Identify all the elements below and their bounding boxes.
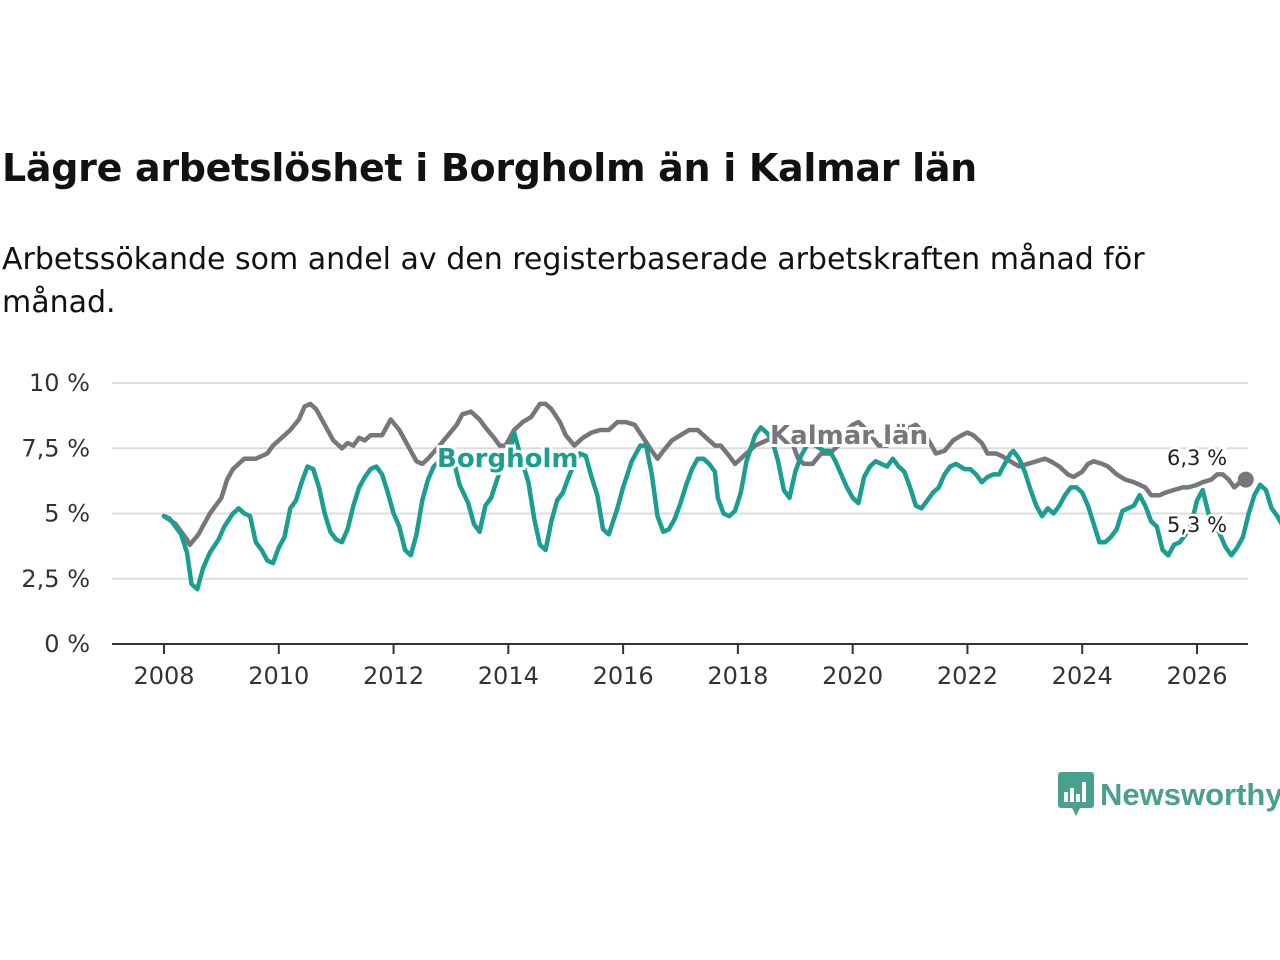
y-tick-label: 10 % xyxy=(29,369,90,397)
end-label-kalmar: 6,3 % xyxy=(1167,446,1227,470)
series-end-point-kalmar xyxy=(1237,471,1254,488)
y-tick-label: 2,5 % xyxy=(21,565,90,593)
newsworthy-logo-icon xyxy=(1058,772,1094,816)
series-line-kalmar xyxy=(161,401,1249,548)
y-tick-label: 7,5 % xyxy=(21,434,90,462)
x-axis: 2008 2010 2012 2014 2016 2018 2020 2022 2024 2026 xyxy=(112,643,1248,690)
line-chart: 0 % 2,5 % 5 % 7,5 % 10 % 2008 2010 2012 2014 201… xyxy=(21,369,1280,690)
grid-lines xyxy=(112,382,1248,580)
newsworthy-logo[interactable]: Newsworthy xyxy=(1058,772,1280,818)
x-tick-label: 2026 xyxy=(1166,662,1227,690)
chart-title: Lägre arbetslöshet i Borgholm än i Kalma… xyxy=(2,146,977,190)
x-tick-label: 2010 xyxy=(248,662,309,690)
brand-name: Newsworthy xyxy=(1100,777,1280,812)
series-label-borgholm: Borgholm xyxy=(437,444,579,474)
x-tick-label: 2024 xyxy=(1052,662,1113,690)
x-tick-label: 2020 xyxy=(822,662,883,690)
series-label-kalmar: Kalmar län xyxy=(770,421,928,451)
y-axis-ticks: 0 % 2,5 % 5 % 7,5 % 10 % xyxy=(21,369,90,658)
x-tick-label: 2022 xyxy=(937,662,998,690)
x-tick-label: 2018 xyxy=(707,662,768,690)
y-tick-label: 5 % xyxy=(44,500,90,528)
x-tick-label: 2016 xyxy=(593,662,654,690)
y-tick-label: 0 % xyxy=(44,630,90,658)
x-tick-label: 2008 xyxy=(133,662,194,690)
end-label-borgholm: 5,3 % xyxy=(1167,513,1227,537)
x-tick-label: 2014 xyxy=(478,662,539,690)
chart-subtitle: Arbetssökande som andel av den registerb… xyxy=(2,242,1145,320)
x-tick-label: 2012 xyxy=(363,662,424,690)
series-line-borgholm xyxy=(161,425,1280,592)
series-lines xyxy=(161,401,1280,592)
series-labels: Kalmar län Borgholm 6,3 % 5,3 % xyxy=(434,418,1230,540)
